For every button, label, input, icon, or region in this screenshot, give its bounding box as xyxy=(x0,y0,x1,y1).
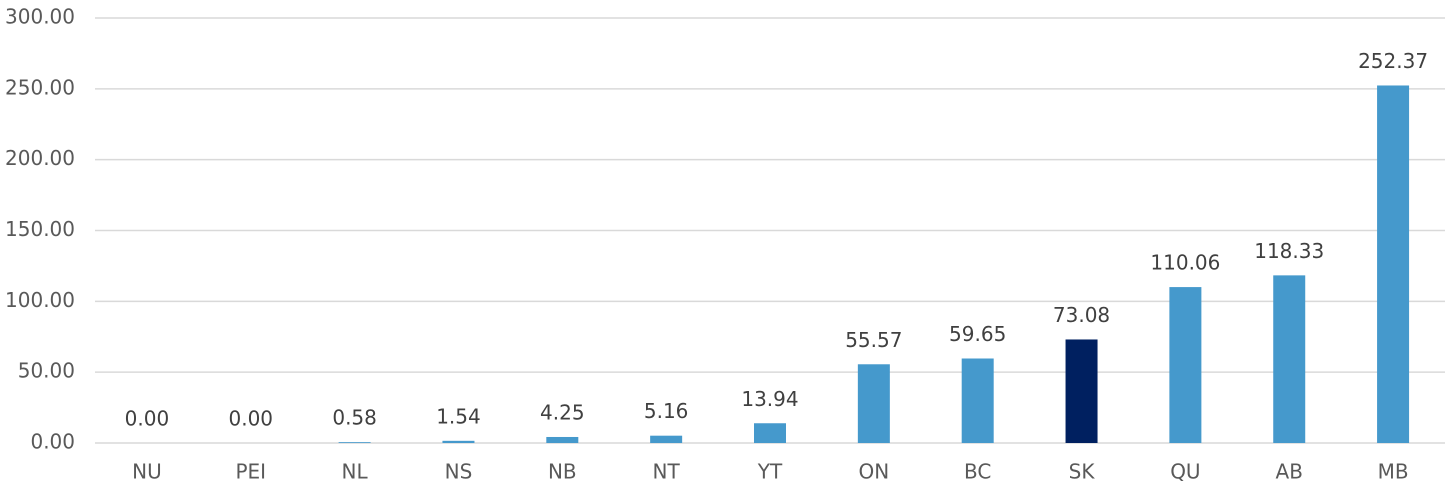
bar xyxy=(1065,339,1098,443)
y-tick-label: 100.00 xyxy=(5,288,75,312)
value-label: 13.94 xyxy=(741,387,798,411)
x-tick-label: ON xyxy=(858,460,889,484)
y-tick-label: 250.00 xyxy=(5,75,75,99)
x-tick-label: YT xyxy=(757,460,783,484)
value-label: 5.16 xyxy=(644,399,689,423)
bar xyxy=(1377,85,1410,443)
bar xyxy=(1169,287,1202,443)
value-label: 0.00 xyxy=(125,407,170,431)
x-tick-label: NS xyxy=(445,460,473,484)
y-tick-label: 150.00 xyxy=(5,217,75,241)
x-tick-label: NL xyxy=(342,460,369,484)
y-tick-label: 200.00 xyxy=(5,146,75,170)
bar xyxy=(650,435,683,443)
value-label: 118.33 xyxy=(1254,239,1324,263)
bar xyxy=(961,358,994,443)
x-tick-label: AB xyxy=(1276,460,1303,484)
x-tick-label: BC xyxy=(964,460,991,484)
value-label: 73.08 xyxy=(1053,303,1110,327)
x-tick-label: PEI xyxy=(235,460,266,484)
x-tick-label: NT xyxy=(653,460,681,484)
bar xyxy=(1273,275,1306,443)
value-label: 110.06 xyxy=(1150,251,1220,275)
value-label: 0.00 xyxy=(229,407,274,431)
value-label: 252.37 xyxy=(1358,49,1428,73)
y-tick-label: 0.00 xyxy=(30,430,75,454)
value-label: 0.58 xyxy=(332,406,377,430)
bar xyxy=(754,423,786,443)
x-tick-label: QU xyxy=(1170,460,1200,484)
x-tick-label: MB xyxy=(1378,460,1409,484)
y-tick-label: 300.00 xyxy=(5,5,75,29)
bar xyxy=(442,440,475,443)
bar xyxy=(857,364,890,443)
value-label: 1.54 xyxy=(436,404,481,428)
value-label: 55.57 xyxy=(845,328,902,352)
value-label: 4.25 xyxy=(540,400,585,424)
x-tick-label: SK xyxy=(1069,460,1096,484)
x-tick-label: NU xyxy=(132,460,162,484)
y-tick-label: 50.00 xyxy=(18,359,75,383)
x-tick-label: NB xyxy=(548,460,577,484)
bar xyxy=(546,436,579,443)
value-label: 59.65 xyxy=(949,322,1006,346)
bar xyxy=(338,442,371,443)
